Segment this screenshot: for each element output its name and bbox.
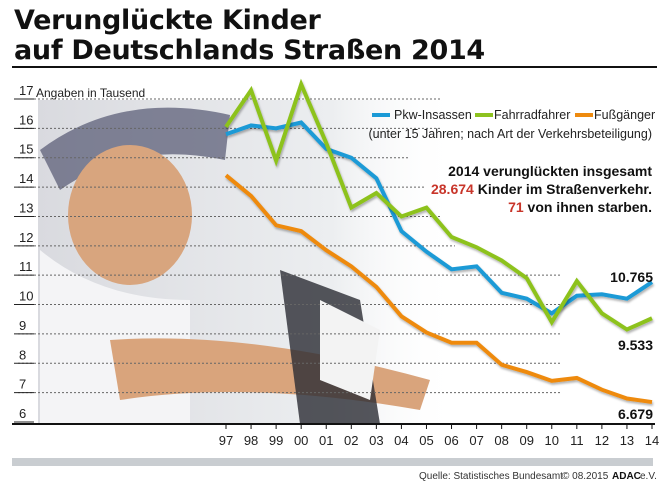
legend-label-fahrrad: Fahrradfahrer (494, 108, 570, 122)
annotation-line-1: 2014 verunglückten insgesamt (448, 163, 652, 179)
footer-copyright: © 08.2015 (562, 471, 609, 482)
title-line-2: auf Deutschlands Straßen 2014 (14, 35, 485, 66)
x-tick-label: 97 (219, 433, 233, 448)
legend: Pkw-Insassen Fahrradfahrer Fußgänger (un… (368, 108, 655, 141)
chart-title: Verunglückte Kinder auf Deutschlands Str… (14, 6, 485, 66)
svg-text:71 von ihnen starben.: 71 von ihnen starben. (508, 199, 652, 215)
x-tick-label: 10 (545, 433, 559, 448)
title-rule (12, 66, 657, 68)
x-tick-label: 05 (419, 433, 433, 448)
footer-bar (12, 458, 653, 466)
legend-label-pkw: Pkw-Insassen (394, 108, 472, 122)
x-tick-label: 06 (444, 433, 458, 448)
x-tick-label: 99 (269, 433, 283, 448)
x-tick-label: 09 (519, 433, 533, 448)
svg-text:28.674 Kinder im Straßenverkeh: 28.674 Kinder im Straßenverkehr. (431, 181, 652, 197)
series-line-fahrradfahrer (224, 78, 653, 332)
y-tick-label: 6 (19, 406, 26, 421)
end-label-pkw: 10.765 (610, 269, 653, 285)
series-line-pkw-insassen (225, 120, 654, 316)
x-tick-label: 07 (469, 433, 483, 448)
footer-source: Quelle: Statistisches Bundesamt (419, 471, 563, 482)
background-photo (38, 100, 458, 424)
end-label-fuss: 6.679 (618, 406, 653, 422)
y-tick-label: 16 (19, 112, 33, 127)
annotation-line-2: Kinder im Straßenverkehr. (474, 181, 652, 197)
y-axis-label: Angaben in Tausend (36, 86, 145, 100)
x-tick-label: 00 (294, 433, 308, 448)
y-tick-label: 15 (19, 142, 33, 157)
y-tick-label: 14 (19, 171, 33, 186)
x-tick-label: 11 (570, 433, 584, 448)
y-tick-label: 8 (19, 347, 26, 362)
x-tick-label: 12 (595, 433, 609, 448)
y-tick-label: 11 (19, 259, 33, 274)
x-tick-label: 98 (244, 433, 258, 448)
adac-logo: ADAC (612, 471, 641, 482)
y-tick-label: 12 (19, 230, 33, 245)
x-tick-label: 04 (394, 433, 408, 448)
y-tick-label: 9 (19, 318, 26, 333)
series-line-fussgaenger (224, 173, 653, 405)
y-tick-label: 7 (19, 377, 26, 392)
title-line-1: Verunglückte Kinder (14, 5, 321, 36)
y-tick-label: 17 (19, 83, 33, 98)
x-tick-label: 02 (344, 433, 358, 448)
y-tick-label: 13 (19, 200, 33, 215)
x-tick-label: 03 (369, 433, 383, 448)
y-tick-label: 10 (19, 289, 33, 304)
annotation-deaths: 71 (508, 199, 524, 215)
legend-subtitle: (unter 15 Jahren; nach Art der Verkehrsb… (368, 127, 652, 141)
end-label-fahrrad: 9.533 (618, 337, 653, 353)
x-tick-label: 13 (620, 433, 634, 448)
annotation-line-3: von ihnen starben. (524, 199, 652, 215)
x-tick-label: 01 (319, 433, 333, 448)
annotation-total: 28.674 (431, 181, 474, 197)
x-tick-label: 08 (494, 433, 508, 448)
annotation: 2014 verunglückten insgesamt 28.674 Kind… (431, 163, 652, 215)
legend-label-fuss: Fußgänger (594, 108, 655, 122)
footer-brand-suffix: e.V. (640, 471, 657, 482)
x-tick-label: 14 (645, 433, 659, 448)
